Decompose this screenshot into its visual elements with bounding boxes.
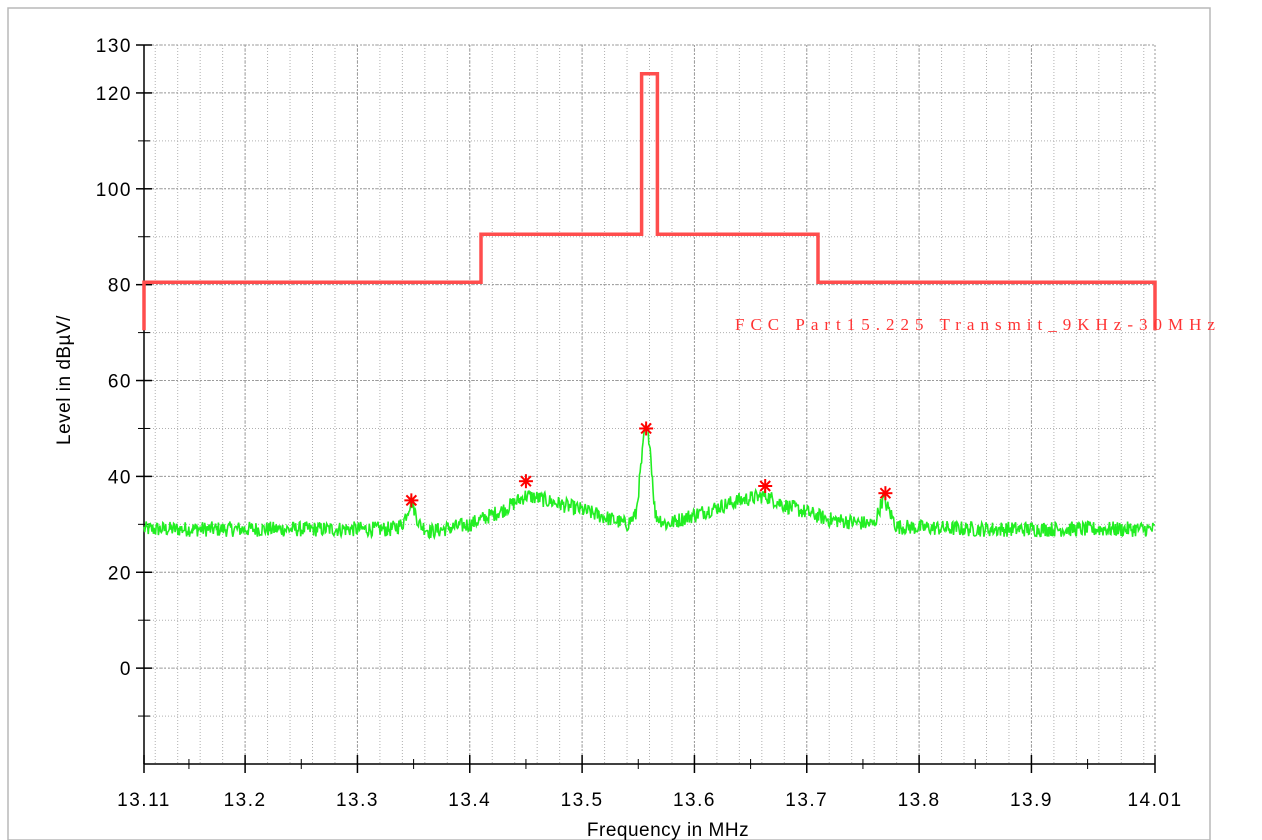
- y-tick-label: 130: [96, 36, 132, 57]
- y-axis-title: Level in dBµV/: [54, 315, 75, 445]
- y-tick-label: 20: [108, 563, 132, 584]
- x-tick-label: 13.11: [117, 790, 171, 811]
- peak-marker: [758, 478, 773, 493]
- x-tick-labels: 13.11 13.2 13.3 13.4 13.5 13.6 13.7 13.8 13.9 14.…: [117, 790, 1182, 811]
- y-tick-label: 100: [96, 180, 132, 201]
- grid-major: [143, 44, 1156, 764]
- x-axis-title: Frequency in MHz: [587, 820, 749, 840]
- y-tick-label: 0: [120, 659, 132, 680]
- grid-minor: [144, 44, 1155, 764]
- x-tick-label: 13.5: [561, 790, 604, 811]
- y-tick-label: 60: [108, 372, 132, 393]
- x-tick-label: 13.8: [898, 790, 941, 811]
- y-tick-label: 40: [108, 467, 132, 488]
- peak-markers: [404, 421, 893, 508]
- axes: [136, 44, 1156, 773]
- peak-marker: [639, 421, 654, 436]
- chart-border: [7, 7, 1211, 840]
- x-tick-label: 13.3: [336, 790, 379, 811]
- limit-line-label: FCC Part15.225 Transmit_9KHz-30MHz: [735, 315, 1221, 334]
- peak-marker: [878, 486, 893, 501]
- x-tick-label: 13.4: [448, 790, 491, 811]
- x-tick-label: 13.9: [1010, 790, 1053, 811]
- measurement-trace: [143, 424, 1156, 541]
- x-tick-label: 13.7: [785, 790, 828, 811]
- peak-marker-stroke: [759, 480, 771, 492]
- y-tick-label: 80: [108, 276, 132, 297]
- y-tick-labels: 0 20 40 60 80 100 120 130: [96, 36, 132, 680]
- x-tick-label: 14.01: [1127, 790, 1182, 811]
- y-tick-label: 120: [96, 84, 132, 105]
- x-tick-label: 13.2: [224, 790, 267, 811]
- peak-marker-stroke: [879, 487, 892, 499]
- peak-marker-stroke: [640, 422, 652, 435]
- peak-marker-stroke: [520, 475, 532, 487]
- series-layer: [142, 72, 1157, 541]
- limit-line: [142, 72, 1157, 331]
- peak-marker-stroke: [405, 494, 418, 507]
- peak-marker: [404, 493, 419, 508]
- x-tick-label: 13.6: [673, 790, 716, 811]
- peak-marker: [518, 474, 533, 489]
